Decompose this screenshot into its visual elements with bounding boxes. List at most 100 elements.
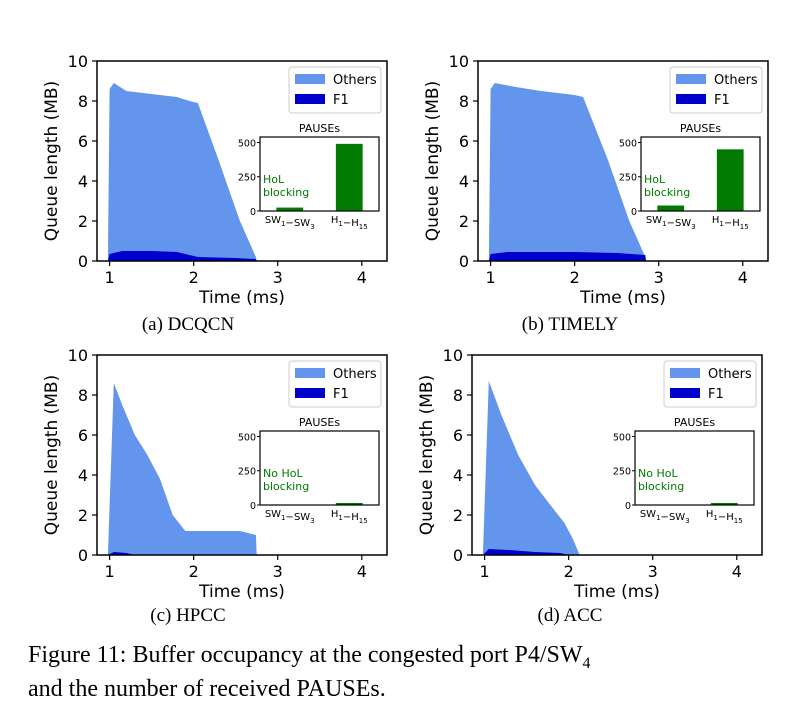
inset-annotation-line1: HoL: [263, 173, 285, 186]
x-axis-label: Time (ms): [198, 288, 285, 308]
x-tick-label: 1: [105, 562, 115, 581]
legend-label-f1: F1: [708, 387, 724, 402]
legend-label-others: Others: [333, 367, 377, 382]
inset-frame: [640, 136, 761, 212]
inset-frame: [259, 136, 380, 212]
y-tick-label: 2: [459, 212, 469, 231]
y-axis-label: Queue length (MB): [42, 81, 62, 241]
inset-annotation-line2: blocking: [638, 480, 684, 493]
y-tick-label: 4: [78, 172, 88, 191]
x-tick-label: 1: [486, 268, 496, 287]
axes-frame: [477, 60, 769, 262]
chart-panel-0: 1 2 3 4 0 2 4 6 8 10 Time (ms) Queue length (MB) Oth…: [42, 52, 388, 335]
legend-label-f1: F1: [333, 93, 349, 108]
y-tick-label: 4: [459, 172, 469, 191]
caption-subscript: 4: [583, 655, 591, 672]
y-tick-label: 0: [78, 252, 88, 271]
x-tick-label: 2: [564, 562, 574, 581]
y-tick-label: 4: [78, 466, 88, 485]
x-tick-label: 4: [357, 562, 367, 581]
y-axis-label: Queue length (MB): [423, 81, 443, 241]
y-tick-label: 10: [443, 346, 463, 365]
panel-subcaption: (d) ACC: [538, 605, 603, 626]
y-tick-label: 10: [68, 346, 88, 365]
inset-x-tick-label: H1−H15: [712, 215, 749, 231]
area-series-others: [107, 383, 257, 555]
inset-title: PAUSEs: [674, 416, 715, 429]
y-tick-label: 2: [78, 506, 88, 525]
inset-bar-1: [710, 502, 738, 505]
x-axis-label: Time (ms): [573, 582, 660, 602]
inset-y-tick-label: 500: [619, 138, 637, 149]
x-tick-label: 4: [738, 268, 748, 287]
legend-swatch-others: [670, 368, 700, 378]
figure-caption-line1: Figure 11: Buffer occupancy at the conge…: [28, 642, 591, 672]
chart-panel-2: 1 2 3 4 0 2 4 6 8 10 Time (ms) Queue length (MB) Oth…: [42, 346, 388, 626]
legend-label-f1: F1: [333, 387, 349, 402]
legend-swatch-others: [295, 74, 325, 84]
x-tick-label: 1: [480, 562, 490, 581]
y-tick-label: 8: [453, 386, 463, 405]
x-tick-label: 4: [357, 268, 367, 287]
inset-y-tick-label: 500: [238, 138, 256, 149]
inset-x-tick-label: SW1−SW3: [265, 509, 315, 525]
inset-x-tick-label: H1−H15: [331, 509, 368, 525]
inset-bar-0: [276, 207, 304, 211]
inset-y-tick-label: 0: [250, 501, 256, 512]
inset-background: [260, 431, 379, 505]
y-tick-label: 2: [78, 212, 88, 231]
y-tick-label: 2: [453, 506, 463, 525]
legend-label-others: Others: [714, 73, 758, 88]
axes-frame: [96, 60, 388, 262]
x-tick-label: 4: [732, 562, 742, 581]
y-tick-label: 0: [453, 546, 463, 565]
y-axis-label: Queue length (MB): [42, 375, 62, 535]
y-tick-label: 8: [78, 92, 88, 111]
y-tick-label: 6: [459, 132, 469, 151]
inset-background: [635, 431, 754, 505]
inset-frame: [259, 430, 380, 506]
x-tick-label: 2: [189, 562, 199, 581]
chart-panel-1: 1 2 3 4 0 2 4 6 8 10 Time (ms) Queue length (MB) Oth…: [423, 52, 769, 335]
inset-y-tick-label: 500: [613, 432, 631, 443]
x-tick-label: 2: [570, 268, 580, 287]
inset-annotation-line2: blocking: [644, 186, 690, 199]
inset-x-tick-label: SW1−SW3: [640, 509, 690, 525]
y-tick-label: 10: [68, 52, 88, 71]
inset-x-tick-label: SW1−SW3: [646, 215, 696, 231]
area-series-f1: [482, 549, 569, 555]
y-tick-label: 0: [78, 546, 88, 565]
inset-frame: [634, 430, 755, 506]
inset-y-tick-label: 250: [238, 173, 256, 184]
figure-caption-line2: and the number of received PAUSEs.: [28, 676, 386, 702]
inset-bar-1: [335, 143, 363, 211]
area-series-f1: [107, 251, 257, 261]
legend-swatch-f1: [295, 94, 325, 104]
x-tick-label: 3: [273, 268, 283, 287]
inset-y-tick-label: 500: [238, 432, 256, 443]
panel-subcaption: (a) DCQCN: [142, 314, 235, 335]
x-tick-label: 2: [189, 268, 199, 287]
y-axis-label: Queue length (MB): [417, 375, 437, 535]
inset-x-tick-label: H1−H15: [706, 509, 743, 525]
legend-swatch-f1: [676, 94, 706, 104]
axes-frame: [471, 354, 763, 556]
inset-x-tick-label: H1−H15: [331, 215, 368, 231]
inset-annotation-line1: HoL: [644, 173, 666, 186]
caption-main-text: Figure 11: Buffer occupancy at the conge…: [28, 642, 583, 668]
inset-annotation-line1: No HoL: [263, 467, 303, 480]
y-tick-label: 4: [453, 466, 463, 485]
y-tick-label: 6: [78, 132, 88, 151]
legend-swatch-f1: [295, 388, 325, 398]
inset-bar-1: [716, 149, 744, 211]
inset-bar-1: [335, 502, 363, 505]
inset-y-tick-label: 0: [625, 501, 631, 512]
x-tick-label: 3: [654, 268, 664, 287]
x-axis-label: Time (ms): [198, 582, 285, 602]
inset-bar-0: [657, 205, 685, 211]
y-tick-label: 6: [453, 426, 463, 445]
legend-label-f1: F1: [714, 93, 730, 108]
inset-annotation-line2: blocking: [263, 186, 309, 199]
inset-x-tick-label: SW1−SW3: [265, 215, 315, 231]
